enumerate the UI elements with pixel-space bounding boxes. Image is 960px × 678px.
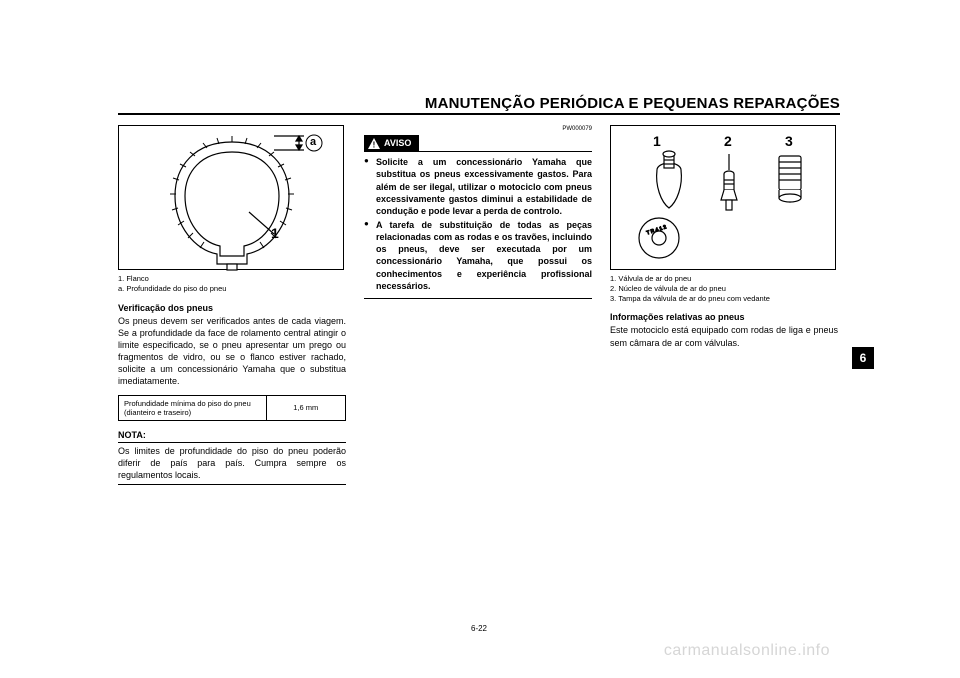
spec-value-cell: 1,6 mm <box>266 396 345 421</box>
page-number: 6-22 <box>471 624 487 633</box>
table-row: Profundidade mínima do piso do pneu (dia… <box>119 396 346 421</box>
figure-caption: 1. Válvula de ar do pneu 2. Núcleo de vá… <box>610 274 838 303</box>
figure-label-1: 1 <box>653 132 661 151</box>
spec-label-cell: Profundidade mínima do piso do pneu (dia… <box>119 396 267 421</box>
body-paragraph: Os pneus devem ser verificados antes de … <box>118 315 346 388</box>
aviso-rule <box>364 151 592 152</box>
content-columns: 1 a 1. Flanco a. Profundidade do piso do… <box>118 125 840 485</box>
list-item: Solicite a um concessionário Yamaha que … <box>364 156 592 217</box>
aviso-block: ! AVISO <box>364 135 592 152</box>
caption-line: 1. Flanco <box>118 274 346 284</box>
page-title: MANUTENÇÃO PERIÓDICA E PEQUENAS REPARAÇÕ… <box>118 95 840 112</box>
reference-code: PW000079 <box>364 125 592 133</box>
caption-line: 3. Tampa da válvula de ar do pneu com ve… <box>610 294 838 304</box>
figure-valve-parts: T R 4 1 2 <box>610 125 836 270</box>
caption-line: 1. Válvula de ar do pneu <box>610 274 838 284</box>
column-2: PW000079 ! AVISO Solicite a um concessio… <box>364 125 592 485</box>
warning-triangle-icon: ! <box>368 138 380 149</box>
column-1: 1 a 1. Flanco a. Profundidade do piso do… <box>118 125 346 485</box>
header-rule: MANUTENÇÃO PERIÓDICA E PEQUENAS REPARAÇÕ… <box>118 95 840 115</box>
warning-list: Solicite a um concessionário Yamaha que … <box>364 156 592 299</box>
chapter-tab: 6 <box>852 347 874 369</box>
caption-line: a. Profundidade do piso do pneu <box>118 284 346 294</box>
column-3: T R 4 1 2 <box>610 125 838 485</box>
subheading: Informações relativas ao pneus <box>610 311 838 323</box>
figure-label-2: 2 <box>724 132 732 151</box>
list-item: A tarefa de substituição de todas as peç… <box>364 219 592 292</box>
warning-label: AVISO <box>384 137 411 149</box>
caption-line: 2. Núcleo de válvula de ar do pneu <box>610 284 838 294</box>
figure-tire-sidewall: 1 a <box>118 125 344 270</box>
watermark: carmanualsonline.info <box>664 642 830 660</box>
spec-table: Profundidade mínima do piso do pneu (dia… <box>118 395 346 421</box>
subheading: Verificação dos pneus <box>118 302 346 314</box>
svg-text:!: ! <box>373 140 376 149</box>
figure-label-1: 1 <box>271 224 279 243</box>
warning-badge: ! AVISO <box>364 135 419 151</box>
figure-label-a: a <box>310 135 316 150</box>
figure-label-3: 3 <box>785 132 793 151</box>
nota-body: Os limites de profundidade do piso do pn… <box>118 445 346 485</box>
figure-caption: 1. Flanco a. Profundidade do piso do pne… <box>118 274 346 294</box>
nota-heading: NOTA: <box>118 429 346 442</box>
manual-page: MANUTENÇÃO PERIÓDICA E PEQUENAS REPARAÇÕ… <box>118 95 840 605</box>
body-paragraph: Este motociclo está equipado com rodas d… <box>610 324 838 348</box>
